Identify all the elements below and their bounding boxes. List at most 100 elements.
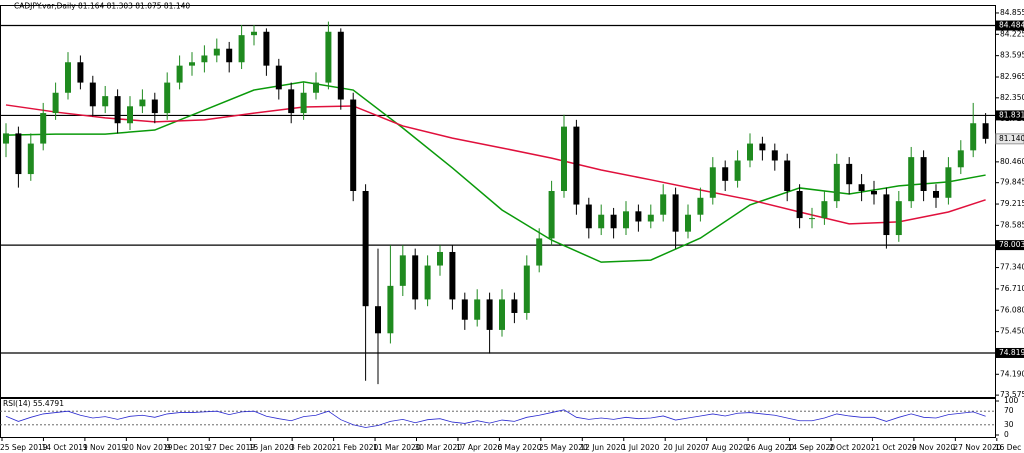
candle-body: [65, 62, 71, 93]
x-tick-label: 30 Mar 2020: [415, 443, 463, 452]
level-label: 78.003: [999, 240, 1024, 249]
x-tick-label: 14 Oct 2019: [41, 443, 88, 452]
candle-body: [387, 285, 394, 334]
y-tick-label: 82.350: [1000, 93, 1024, 102]
level-label: 84.484: [999, 21, 1024, 30]
x-tick-label: 9 Dec 2019: [166, 443, 209, 452]
candle-body: [920, 157, 927, 191]
chart-title: CADJPY.var,Daily 81.164 81.303 81.075 81…: [14, 2, 190, 11]
moving-average: [5, 104, 986, 225]
candle-body: [846, 163, 853, 185]
y-tick-label: 78.585: [1000, 220, 1024, 229]
y-tick-label: 74.190: [1000, 369, 1024, 378]
candle-body: [275, 65, 282, 90]
x-tick-label: 25 May 2020: [539, 443, 588, 452]
candle-body: [821, 201, 828, 219]
candle-body: [672, 194, 679, 232]
x-tick-label: 1 Nov 2019: [83, 443, 126, 452]
candle-body: [598, 214, 605, 229]
level-label-box: [996, 20, 1024, 31]
x-tick-label: 27 Dec 2019: [207, 443, 255, 452]
candle-body: [238, 35, 245, 63]
candle-body: [635, 211, 642, 222]
candle-body: [908, 157, 915, 202]
candle-body: [486, 299, 493, 330]
candle-body: [251, 31, 257, 36]
x-tick-label: 11 Mar 2020: [373, 443, 421, 452]
candle-body: [461, 299, 468, 320]
x-tick-label: 17 Apr 2020: [456, 443, 503, 452]
y-tick-label: 76.080: [1000, 305, 1024, 314]
candle-body: [226, 48, 233, 63]
y-tick-label: 73.575: [1000, 390, 1024, 399]
candle-body: [399, 255, 406, 286]
candle-body: [858, 184, 865, 191]
candle-body: [263, 31, 270, 66]
candle-body: [523, 265, 530, 313]
candle-body: [325, 31, 332, 83]
y-tick-label: 84.855: [1000, 8, 1024, 17]
x-tick-label: 27 Nov 2020: [953, 443, 1001, 452]
y-tick-label: 79.215: [1000, 199, 1024, 208]
candle-body: [511, 299, 518, 313]
candle-body: [573, 126, 580, 205]
y-tick-label: 80.460: [1000, 157, 1024, 166]
candle-body: [771, 150, 778, 161]
candle-body: [474, 299, 481, 320]
candle-body: [759, 143, 766, 151]
candle-body: [164, 82, 171, 114]
y-tick-label: 83.595: [1000, 51, 1024, 60]
candle-body: [871, 190, 877, 195]
candle-body: [375, 306, 381, 334]
rsi-tick-label: 100: [1004, 396, 1019, 405]
candle-body: [895, 201, 902, 236]
rsi-tick-label: 70: [1004, 406, 1014, 415]
candle-body: [709, 167, 716, 198]
candle-body: [449, 251, 456, 300]
x-tick-label: 21 Oct 2020: [870, 443, 917, 452]
candle-body: [3, 133, 9, 144]
candle-body: [945, 167, 952, 198]
candle-body: [313, 82, 319, 93]
candle-body: [337, 31, 344, 100]
rsi-line: [5, 409, 986, 428]
candle-body: [151, 99, 158, 114]
rsi-frame: [0, 398, 996, 438]
level-label-box: [996, 240, 1024, 251]
candle-body: [970, 123, 977, 151]
x-tick-label: 16 Dec 2020: [995, 443, 1024, 452]
candle-body: [114, 96, 121, 124]
x-tick-label: 9 Nov 2020: [912, 443, 955, 452]
candle-body: [610, 214, 617, 229]
candle-body: [362, 190, 369, 307]
candle-body: [883, 194, 890, 236]
candle-body: [350, 99, 357, 191]
level-label-box: [996, 347, 1024, 358]
candle-body: [189, 62, 195, 66]
x-tick-label: 25 Sep 2019: [0, 443, 48, 452]
candle-body: [734, 160, 741, 181]
candle-body: [561, 126, 567, 191]
y-tick-label: 77.340: [1000, 263, 1024, 272]
x-tick-label: 7 Aug 2020: [705, 443, 748, 452]
level-label: 74.819: [999, 348, 1024, 357]
y-tick-label: 84.225: [1000, 29, 1024, 38]
main-frame: [0, 5, 996, 398]
candle-body: [809, 218, 815, 220]
candle-body: [15, 133, 22, 175]
x-tick-label: 20 Nov 2019: [124, 443, 172, 452]
candle-body: [102, 96, 109, 107]
candle-body: [685, 214, 691, 232]
candle-body: [139, 99, 146, 107]
candle-body: [585, 204, 592, 229]
candle-body: [982, 123, 989, 139]
candle-body: [747, 143, 753, 161]
candle-body: [424, 265, 431, 300]
candle-body: [89, 82, 96, 107]
x-tick-label: 21 Feb 2020: [332, 443, 379, 452]
rsi-tick-label: 30: [1004, 420, 1014, 429]
candle-body: [412, 255, 419, 300]
rsi-tick-label: 0: [1004, 430, 1009, 439]
x-tick-label: 1 Jul 2020: [622, 443, 660, 452]
